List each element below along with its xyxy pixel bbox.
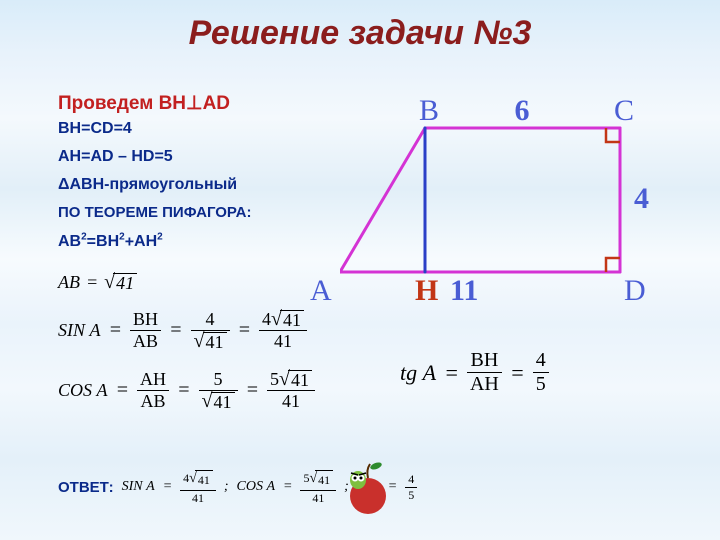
step-1: Проведем BH⊥AD	[58, 92, 230, 115]
bh-sq: BH2	[96, 233, 125, 250]
vertex-c: C	[614, 94, 634, 128]
step-5: ПО ТЕОРЕМЕ ПИФАГОРА:	[58, 204, 251, 221]
cos-label: COS A	[58, 380, 108, 401]
ans-cos: 5√41 41	[300, 470, 336, 505]
foot-h: H	[415, 274, 438, 308]
sin-frac-sym: BHAB	[130, 310, 161, 351]
step-4: ΔABH-прямоугольный	[58, 176, 237, 194]
ah-sq: AH2	[134, 233, 163, 250]
edge-ad-len: 11	[450, 274, 478, 308]
vertex-d: D	[624, 274, 646, 308]
sqrt-41: √41	[104, 273, 137, 292]
tg-frac-sym: BHAH	[467, 350, 502, 395]
tg-frac-num: 45	[533, 350, 549, 395]
cos-equation: COS A = AHAB = 5 √41 = 5√41 41	[58, 370, 315, 411]
tg-label: tg A	[400, 360, 436, 386]
vertex-b: B	[419, 94, 439, 128]
ans-tg: 45	[405, 473, 417, 501]
ab-value: AB = √41	[58, 272, 137, 293]
ab-lhs: AB	[58, 272, 80, 293]
cos-frac-simplified: 5√41 41	[267, 370, 315, 411]
mascot-icon	[340, 448, 396, 518]
trapezoid-diagram: A B C D H 6 4 11	[340, 112, 680, 332]
vertex-a: A	[310, 274, 332, 308]
step-3: AH=AD – HD=5	[58, 148, 173, 166]
step-6-pythagoras: AB2=BH2+AH2	[58, 232, 163, 251]
tg-equation: tg A = BHAH = 45	[400, 350, 549, 395]
answer-label: ОТВЕТ:	[58, 479, 114, 496]
cos-frac-num: 5 √41	[199, 370, 238, 411]
edge-bc-len: 6	[515, 94, 530, 128]
sin-frac-simplified: 4√41 41	[259, 310, 307, 351]
eq: =	[86, 272, 98, 293]
sin-label: SIN A	[58, 320, 101, 341]
edge-cd-len: 4	[634, 182, 649, 216]
slide-title: Решение задачи №3	[0, 14, 720, 53]
ans-sin: 4√41 41	[180, 470, 216, 505]
ab-sq: AB2	[58, 233, 87, 250]
step-2: BH=CD=4	[58, 120, 132, 138]
cos-frac-sym: AHAB	[137, 370, 169, 411]
sin-frac-num: 4 √41	[191, 310, 230, 351]
sin-equation: SIN A = BHAB = 4 √41 = 4√41 41	[58, 310, 307, 351]
